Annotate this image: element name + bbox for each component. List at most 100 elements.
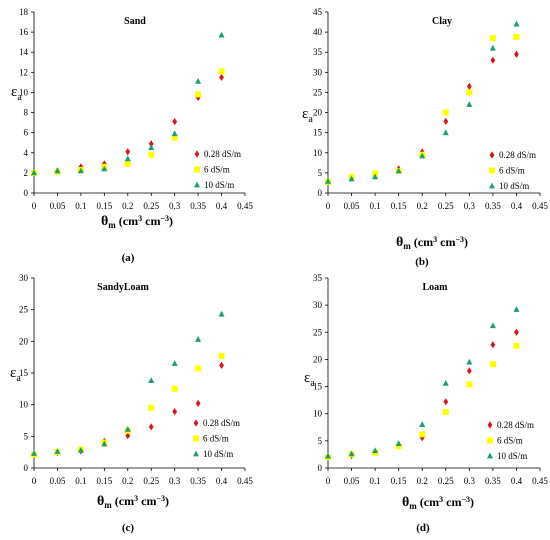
data-point [101, 165, 108, 172]
data-point [372, 173, 379, 180]
x-tick-label: 0.35 [190, 476, 206, 486]
y-tick-label: 4 [24, 148, 29, 158]
data-point [148, 151, 155, 158]
chart-panel-3: 0 5 10 15 20 25 30 0 0.05 0.1 0.15 0.2 0.25 0.3 0.35 0.… [10, 273, 253, 534]
legend-label: 10 dS/m [499, 181, 529, 191]
legend-label: 0.28 dS/m [499, 150, 536, 160]
data-point [419, 152, 426, 159]
y-tick-label: 0 [318, 188, 323, 198]
y-tick-label: 10 [313, 148, 323, 158]
data-point [466, 89, 473, 96]
x-tick-label: 0.15 [96, 476, 112, 486]
legend-label: 6 dS/m [499, 166, 525, 176]
data-point [513, 306, 520, 312]
y-tick-label: 25 [19, 305, 29, 315]
y-tick-label: 14 [19, 47, 29, 57]
y-axis-label: εa [304, 370, 315, 389]
data-point [419, 431, 426, 438]
data-point [395, 443, 402, 450]
panel-label: (a) [122, 252, 135, 264]
x-tick-label: 0.05 [50, 476, 66, 486]
y-tick-label: 35 [313, 273, 323, 283]
x-tick-label: 0.45 [532, 201, 548, 211]
data-point [419, 421, 426, 427]
legend-marker [487, 437, 493, 444]
legend-marker [193, 419, 199, 427]
data-point [325, 177, 331, 184]
data-point [171, 130, 178, 137]
data-point [348, 175, 355, 182]
x-tick-label: 0.05 [50, 201, 66, 211]
x-tick-label: 0.15 [96, 201, 112, 211]
y-tick-label: 10 [313, 409, 323, 419]
x-tick-label: 0.3 [169, 476, 181, 486]
legend-marker [193, 450, 199, 457]
y-tick-label: 5 [318, 168, 323, 178]
data-point [466, 381, 473, 388]
data-point [395, 440, 402, 446]
x-axis-label: θm (cm3 cm−3) [396, 235, 468, 251]
data-point [489, 361, 496, 368]
data-point [513, 342, 520, 349]
data-point [395, 167, 402, 174]
data-point [442, 409, 449, 416]
x-tick-label: 0.2 [417, 476, 428, 486]
y-tick-label: 30 [313, 300, 323, 310]
y-tick-label: 2 [24, 168, 29, 178]
data-point [171, 134, 178, 141]
legend-label: 0.28 dS/m [203, 418, 240, 428]
y-tick-label: 20 [313, 108, 323, 118]
x-tick-label: 0.1 [75, 201, 86, 211]
legend: 0.28 dS/m 6 dS/m 10 dS/m [194, 149, 241, 190]
x-tick-label: 0 [32, 201, 37, 211]
y-tick-label: 25 [313, 327, 323, 337]
data-point [443, 398, 449, 406]
y-axis-label: εa [302, 106, 313, 125]
data-point [489, 44, 496, 51]
x-tick-label: 0.2 [122, 476, 133, 486]
y-tick-label: 18 [19, 7, 29, 17]
data-point [195, 336, 202, 342]
data-point [195, 91, 202, 98]
data-point [148, 404, 155, 411]
x-tick-label: 0.05 [344, 476, 360, 486]
data-point [195, 365, 202, 372]
chart-title: Clay [432, 16, 452, 27]
chart-panel-1: 0 2 4 6 8 10 12 14 16 18 0 0.05 0.1 0.15 0.2 0.25 0.3 0.3… [11, 7, 253, 264]
x-tick-label: 0.15 [391, 201, 407, 211]
data-point [172, 408, 178, 416]
x-tick-label: 0.4 [511, 476, 523, 486]
legend-marker [487, 421, 493, 429]
chart-title: SandyLoam [97, 282, 149, 293]
data-point [148, 140, 154, 148]
legend-label: 6 dS/m [203, 434, 229, 444]
y-tick-label: 30 [19, 273, 29, 283]
x-tick-label: 0.35 [485, 476, 501, 486]
y-tick-label: 10 [19, 400, 29, 410]
data-point [466, 358, 473, 365]
data-point [466, 82, 472, 91]
y-tick-label: 45 [313, 7, 323, 17]
panel-label: (c) [122, 522, 135, 534]
data-point [77, 446, 84, 453]
y-axis-label: εa [11, 84, 22, 103]
data-point [514, 50, 519, 58]
x-tick-label: 0.35 [190, 201, 206, 211]
chart-title: Sand [124, 16, 146, 27]
data-point [219, 73, 224, 81]
y-tick-label: 15 [313, 128, 323, 138]
x-tick-label: 0.2 [417, 201, 428, 211]
data-point [101, 440, 108, 447]
data-point [148, 377, 155, 383]
legend-label: 6 dS/m [497, 436, 523, 446]
data-point [490, 56, 496, 64]
x-tick-label: 0.1 [369, 201, 380, 211]
legend-label: 10 dS/m [204, 180, 234, 190]
y-tick-label: 5 [318, 436, 323, 446]
y-tick-label: 0 [318, 463, 323, 473]
y-tick-label: 15 [19, 368, 29, 378]
y-tick-label: 5 [24, 431, 29, 441]
y-tick-label: 0 [24, 188, 29, 198]
legend-label: 0.28 dS/m [204, 149, 241, 159]
x-tick-label: 0.3 [169, 201, 181, 211]
